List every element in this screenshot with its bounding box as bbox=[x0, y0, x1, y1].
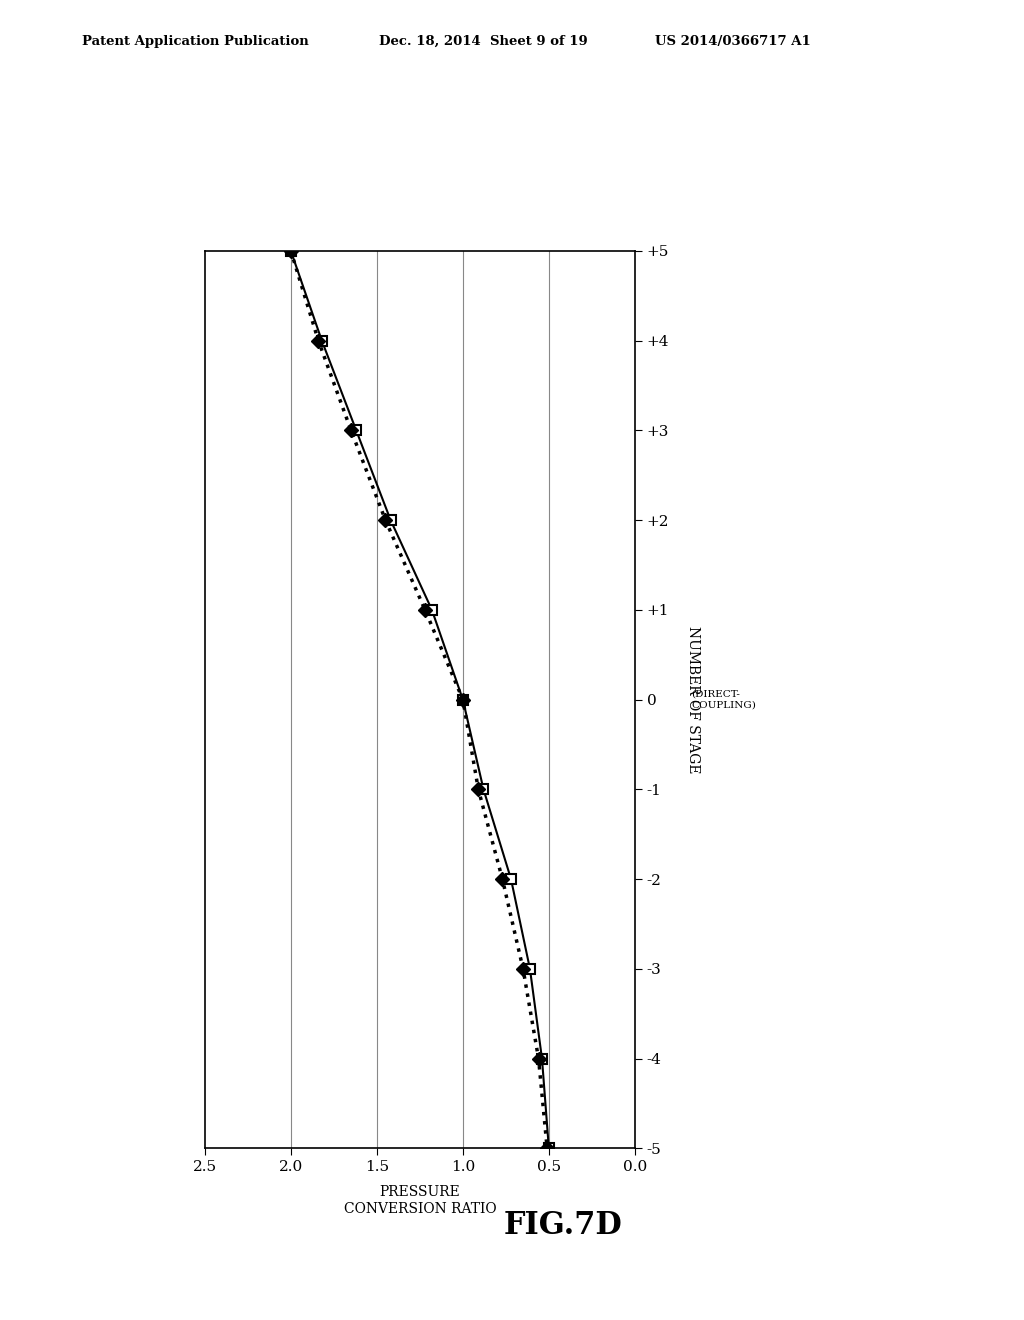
X-axis label: PRESSURE
CONVERSION RATIO: PRESSURE CONVERSION RATIO bbox=[343, 1185, 497, 1216]
Y-axis label: NUMBER OF STAGE: NUMBER OF STAGE bbox=[686, 626, 699, 774]
Text: Patent Application Publication: Patent Application Publication bbox=[82, 34, 308, 48]
Text: Dec. 18, 2014  Sheet 9 of 19: Dec. 18, 2014 Sheet 9 of 19 bbox=[379, 34, 588, 48]
Text: (DIRECT-
COUPLING): (DIRECT- COUPLING) bbox=[691, 690, 756, 709]
Text: FIG.7D: FIG.7D bbox=[504, 1210, 623, 1241]
Text: US 2014/0366717 A1: US 2014/0366717 A1 bbox=[655, 34, 811, 48]
